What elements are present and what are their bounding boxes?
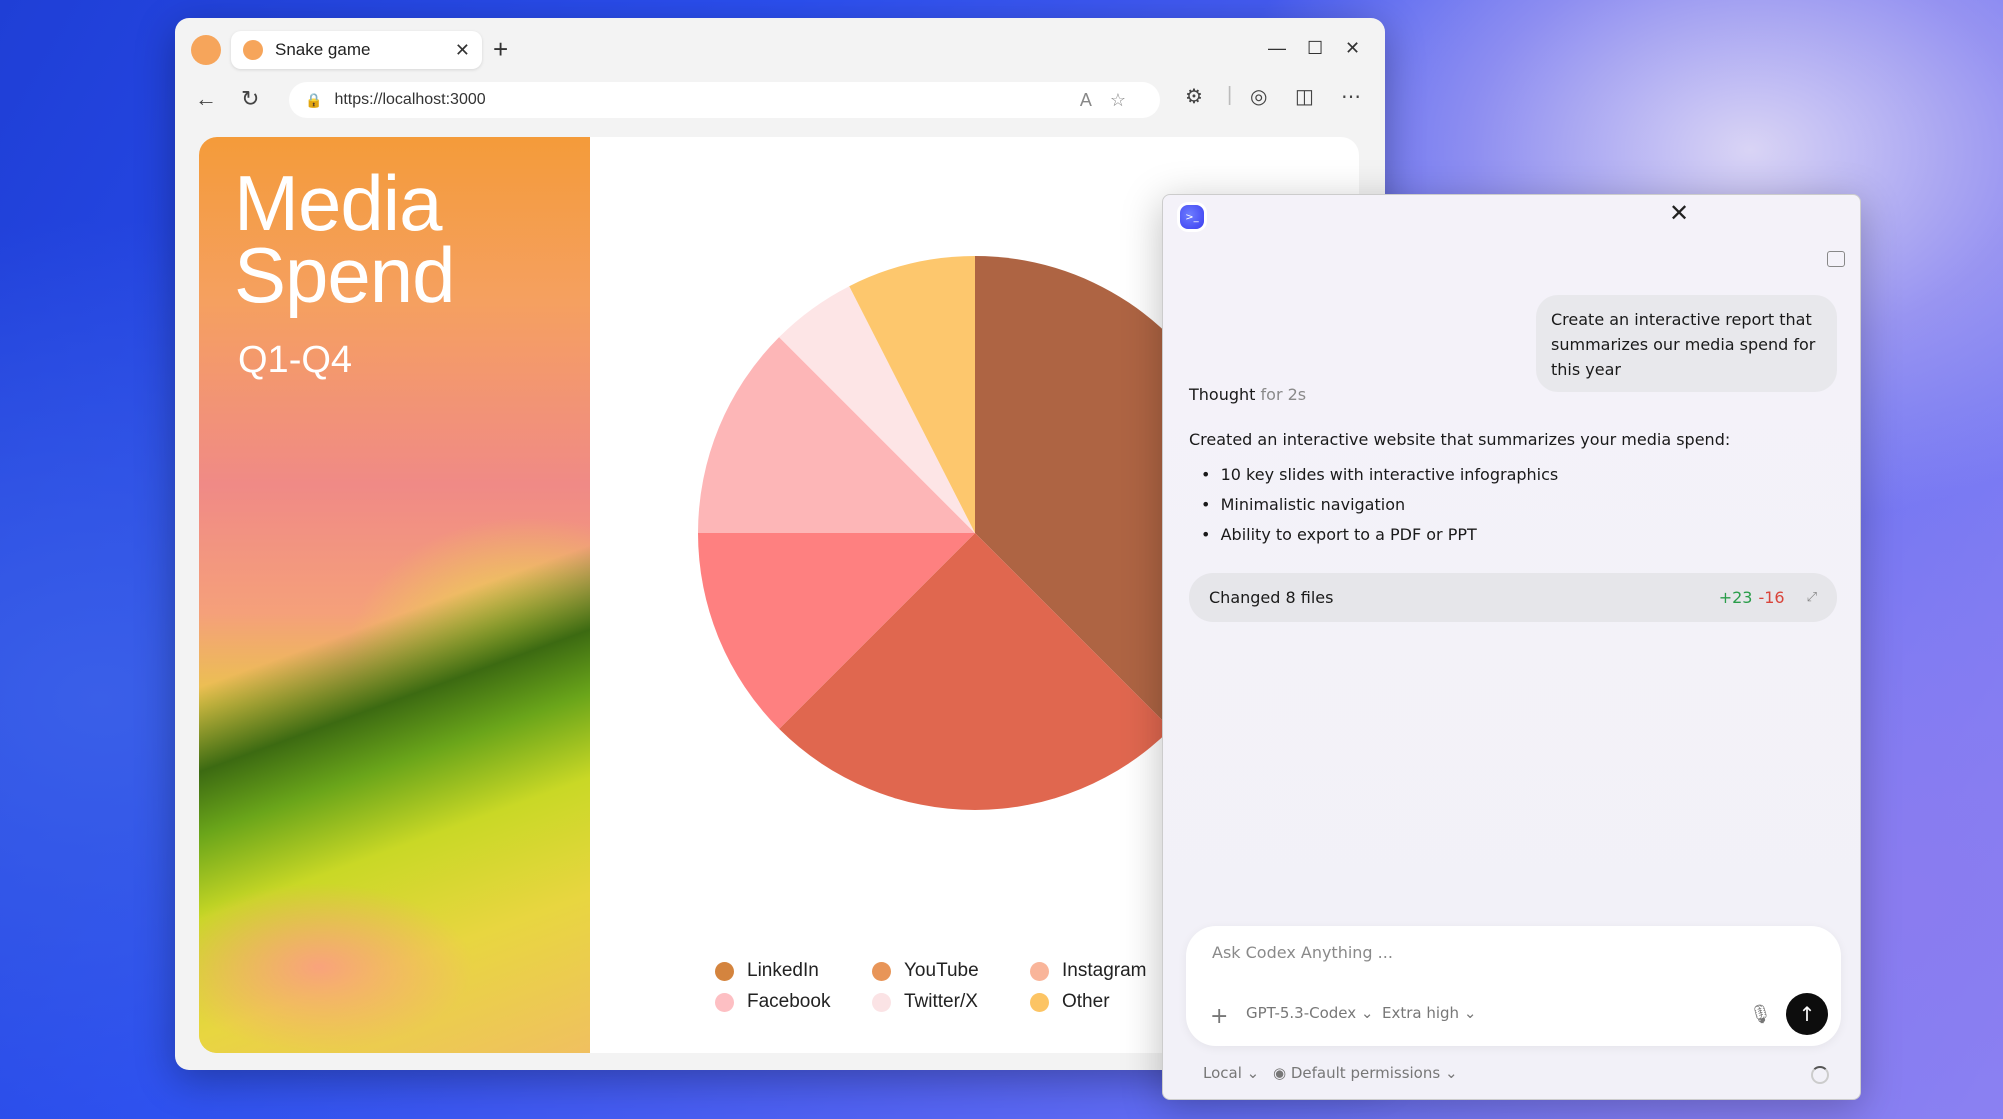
list-item: • Minimalistic navigation <box>1201 495 1406 514</box>
assistant-reply: Created an interactive website that summ… <box>1189 430 1731 449</box>
close-tab-icon[interactable]: ✕ <box>454 39 470 60</box>
legend-label: Facebook <box>747 991 831 1012</box>
legend-item[interactable]: LinkedIn <box>715 960 819 982</box>
permissions-selector[interactable]: ◉ Default permissions ⌄ <box>1273 1064 1458 1082</box>
model-selector[interactable]: GPT-5.3-Codex ⌄ <box>1246 1004 1374 1022</box>
close-window-icon[interactable]: ✕ <box>1345 38 1361 58</box>
refresh-icon[interactable]: ↻ <box>241 86 260 111</box>
minimize-icon[interactable]: — <box>1268 38 1286 58</box>
environment-selector[interactable]: Local ⌄ <box>1203 1064 1260 1082</box>
microphone-icon[interactable]: 🎙 <box>1749 1004 1772 1025</box>
lines-removed: -16 <box>1758 588 1785 607</box>
legend-label: Other <box>1062 991 1110 1012</box>
legend-swatch <box>1030 992 1049 1012</box>
page-subtitle: Q1-Q4 <box>238 339 353 381</box>
prompt-box[interactable]: Ask Codex Anything ... + GPT-5.3-Codex ⌄… <box>1186 926 1841 1046</box>
arrow-up-icon: ↑ <box>1798 1002 1816 1026</box>
codex-logo-icon: >_ <box>1180 205 1204 229</box>
legend-item[interactable]: YouTube <box>872 960 979 982</box>
copy-icon[interactable] <box>1827 251 1845 267</box>
pie-slice-instagram[interactable] <box>698 533 975 729</box>
thought-status[interactable]: Thought for 2s <box>1189 385 1307 404</box>
split-screen-icon[interactable]: ◫ <box>1295 86 1314 108</box>
add-icon[interactable]: + <box>1210 1004 1229 1029</box>
extensions-icon[interactable]: ⚙ <box>1185 86 1203 108</box>
list-item: • Ability to export to a PDF or PPT <box>1201 525 1477 544</box>
url-text: https://localhost:3000 <box>334 91 486 108</box>
legend-item[interactable]: Twitter/X <box>872 991 978 1013</box>
shield-user-icon: ◉ <box>1273 1064 1287 1082</box>
favicon-icon <box>243 40 263 60</box>
pie-slice-twitterx[interactable] <box>779 286 975 533</box>
legend-swatch <box>1030 961 1049 981</box>
legend-item[interactable]: Facebook <box>715 991 830 1013</box>
changed-files-card[interactable]: Changed 8 files +23 -16 ⤢ <box>1189 573 1837 622</box>
send-button[interactable]: ↑ <box>1786 993 1828 1035</box>
effort-selector[interactable]: Extra high ⌄ <box>1382 1004 1477 1022</box>
legend-item[interactable]: Instagram <box>1030 960 1146 982</box>
loading-spinner-icon <box>1811 1066 1829 1084</box>
star-icon[interactable]: ☆ <box>1109 89 1144 110</box>
legend-swatch <box>872 961 891 981</box>
changed-files-label: Changed 8 files <box>1209 588 1334 607</box>
legend-swatch <box>872 992 891 1012</box>
codex-panel: >_ ✕ Create an interactive report that s… <box>1162 194 1861 1100</box>
lines-added: +23 <box>1718 588 1753 607</box>
maximize-icon[interactable]: ☐ <box>1307 38 1324 58</box>
legend-label: LinkedIn <box>747 960 819 981</box>
expand-icon[interactable]: ⤢ <box>1806 590 1817 605</box>
lock-icon: 🔒 <box>305 91 323 108</box>
pie-slice-facebook[interactable] <box>698 337 975 533</box>
profile-icon[interactable] <box>191 35 221 65</box>
copilot-icon[interactable]: ◎ <box>1250 86 1268 108</box>
hero-panel: Media Spend Q1-Q4 <box>199 137 590 1053</box>
divider: | <box>1227 84 1233 106</box>
more-icon[interactable]: ⋯ <box>1341 86 1361 108</box>
legend-label: YouTube <box>904 960 979 981</box>
pie-slice-other[interactable] <box>849 256 975 533</box>
pie-slice-youtube[interactable] <box>779 533 1171 810</box>
new-tab-button[interactable]: + <box>493 34 509 64</box>
address-bar[interactable]: 🔒 https://localhost:3000 A☆ <box>289 82 1160 118</box>
page-title: Media Spend <box>234 159 456 319</box>
legend-label: Instagram <box>1062 960 1147 981</box>
legend-swatch <box>715 992 734 1012</box>
legend-label: Twitter/X <box>904 991 978 1012</box>
back-icon[interactable]: ← <box>195 86 217 111</box>
prompt-input[interactable]: Ask Codex Anything ... <box>1212 943 1393 962</box>
tab-snake-game[interactable]: Snake game ✕ <box>231 31 482 69</box>
tab-title: Snake game <box>275 40 371 59</box>
list-item: • 10 key slides with interactive infogra… <box>1201 465 1559 484</box>
user-message: Create an interactive report that summar… <box>1536 295 1837 392</box>
legend-item[interactable]: Other <box>1030 991 1110 1013</box>
close-icon[interactable]: ✕ <box>1669 199 1690 227</box>
read-aloud-icon[interactable]: A <box>1079 89 1110 110</box>
legend-swatch <box>715 961 734 981</box>
